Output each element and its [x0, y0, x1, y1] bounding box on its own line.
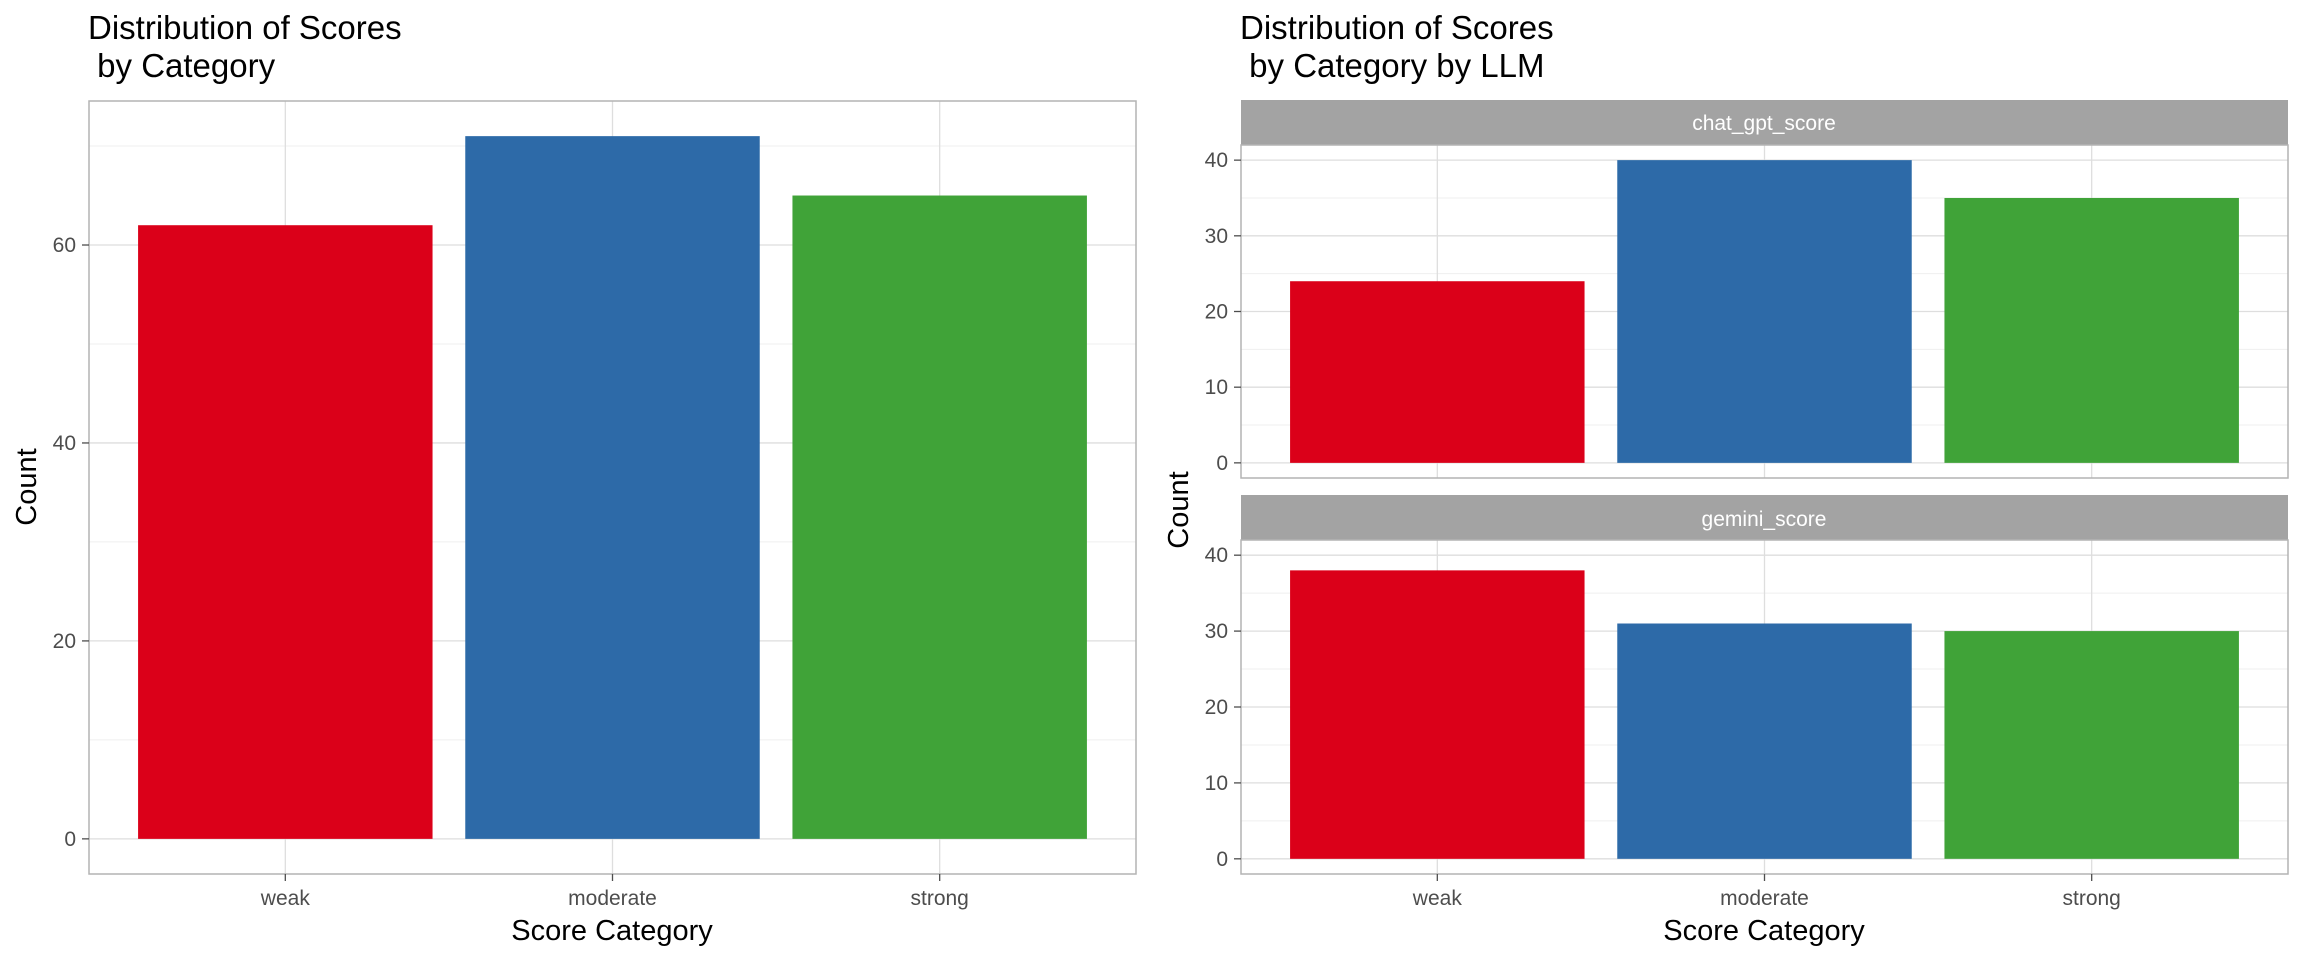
facet-strip	[1241, 100, 2288, 145]
facet-panel-gemini: gemini_score 0 10 20 30 40 weak moderate stron…	[1205, 495, 2289, 910]
y-tick-label: 20	[53, 630, 76, 653]
y-axis: 0 10 20 30 40	[1205, 544, 1241, 871]
bar-strong	[1944, 631, 2239, 859]
chart-overall: Distribution of Scores by Category 0 20 40…	[11, 9, 1137, 947]
facet-strip-label: chat_gpt_score	[1692, 112, 1836, 135]
bar-weak	[1290, 570, 1585, 859]
x-tick-label: moderate	[568, 887, 657, 910]
y-tick-label: 60	[53, 234, 76, 257]
y-tick-label: 30	[1205, 620, 1228, 643]
chart-title-line-1: Distribution of Scores	[88, 9, 402, 46]
bar-group	[138, 136, 1087, 839]
chart-by-llm: Distribution of Scores by Category by LL…	[1163, 9, 2289, 947]
bar-strong	[1944, 197, 2239, 463]
y-tick-label: 40	[1205, 544, 1228, 567]
y-tick-label: 0	[64, 828, 76, 851]
y-axis: 0 10 20 30 40	[1205, 149, 1241, 475]
bar-weak	[138, 225, 433, 839]
y-tick-label: 40	[53, 432, 76, 455]
y-tick-label: 10	[1205, 376, 1228, 399]
bar-weak	[1290, 281, 1585, 463]
x-axis: weak moderate strong	[1412, 874, 2121, 910]
y-tick-label: 0	[1216, 848, 1228, 871]
y-axis-title: Count	[11, 448, 43, 525]
y-tick-label: 40	[1205, 149, 1228, 172]
bar-moderate	[1617, 160, 1912, 463]
chart-title-line-2: by Category	[88, 47, 276, 84]
bar-group	[1290, 160, 2239, 463]
facet-strip-label: gemini_score	[1702, 508, 1827, 531]
bar-moderate	[465, 136, 760, 839]
chart-title-line-2: by Category by LLM	[1240, 47, 1544, 84]
y-axis: 0 20 40 60	[53, 234, 89, 851]
bar-moderate	[1617, 623, 1912, 859]
y-tick-label: 20	[1205, 301, 1228, 324]
x-tick-label: weak	[260, 887, 311, 910]
x-axis-title: Score Category	[1663, 915, 1865, 947]
x-axis-title: Score Category	[511, 915, 713, 947]
y-axis-title: Count	[1163, 471, 1195, 548]
x-tick-label: moderate	[1720, 887, 1809, 910]
x-tick-label: strong	[911, 887, 969, 910]
y-tick-label: 30	[1205, 225, 1228, 248]
y-tick-label: 20	[1205, 696, 1228, 719]
facet-strip	[1241, 495, 2288, 540]
y-tick-label: 10	[1205, 772, 1228, 795]
bar-group	[1290, 570, 2239, 859]
chart-title-line-1: Distribution of Scores	[1240, 9, 1554, 46]
facet-panel-chat-gpt: chat_gpt_score 0 10 20 30 40	[1205, 100, 2289, 479]
x-tick-label: weak	[1412, 887, 1463, 910]
x-axis: weak moderate strong	[260, 874, 969, 910]
y-tick-label: 0	[1216, 452, 1228, 475]
bar-strong	[792, 195, 1087, 839]
x-tick-label: strong	[2063, 887, 2121, 910]
